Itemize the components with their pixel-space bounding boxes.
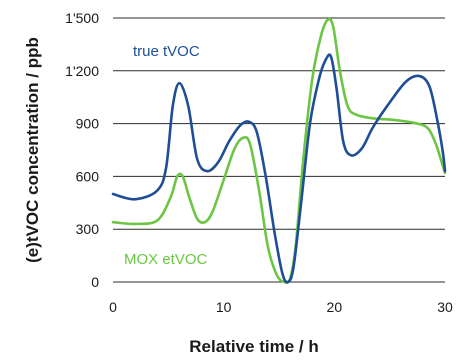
y-tick-labels: 0 300 600 900 1'200 1'500 [65,10,99,290]
x-tick-label: 30 [437,299,453,315]
x-tick-labels: 0 10 20 30 [109,299,453,315]
x-axis-title: Relative time / h [189,337,318,356]
x-tick-label: 20 [327,299,343,315]
y-axis-title: (e)tVOC concentration / ppb [23,37,42,263]
series-label-true-tvoc: true tVOC [133,43,200,60]
y-tick-label: 1'500 [65,10,99,26]
y-tick-label: 900 [76,116,100,132]
series-lines [111,17,447,284]
x-tick-label: 0 [109,299,117,315]
series-line-true-tvoc [111,53,447,284]
x-tick-label: 10 [216,299,232,315]
gridlines [113,17,445,283]
series-label-mox-etvoc: MOX etVOC [124,251,208,268]
y-tick-label: 0 [91,274,99,290]
y-tick-label: 300 [76,221,100,237]
y-tick-label: 600 [76,168,100,184]
y-tick-label: 1'200 [65,63,99,79]
